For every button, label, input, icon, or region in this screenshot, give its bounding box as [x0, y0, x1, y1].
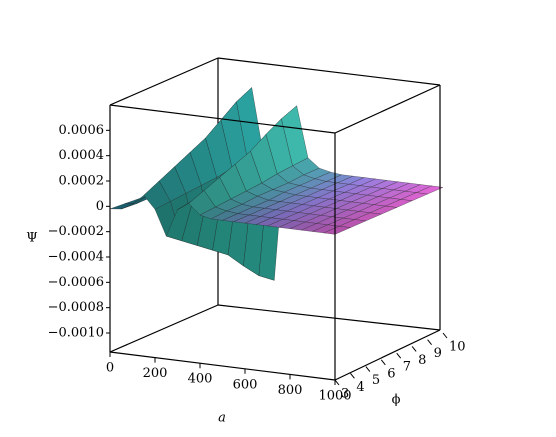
box-front [109, 84, 441, 381]
z-tick-label: 0 [96, 199, 104, 214]
z-tick-label: −0.0004 [48, 250, 104, 265]
y-tick-label: 10 [449, 340, 466, 355]
y-tick [365, 366, 371, 372]
z-axis-label: Ψ [26, 231, 37, 246]
box-edge [334, 84, 441, 134]
x-axis-label: a [218, 411, 226, 426]
y-tick-label: 6 [387, 366, 395, 381]
y-tick [396, 352, 402, 359]
x-tick-label: 600 [233, 377, 258, 392]
surface [109, 87, 444, 281]
y-tick-label: 3 [341, 387, 349, 402]
box-edge [109, 304, 219, 353]
y-tick [442, 332, 448, 339]
y-axis-label: ϕ [392, 393, 401, 408]
y-tick [334, 379, 340, 386]
x-tick-label: 800 [278, 383, 303, 398]
y-tick-label: 7 [403, 360, 411, 375]
x-tick-label: 200 [143, 366, 168, 381]
y-tick-label: 8 [418, 353, 426, 368]
box-back [109, 57, 441, 353]
x-tick-label: 1000 [318, 389, 351, 404]
z-tick-label: −0.0002 [48, 224, 104, 239]
x-tick-label: 0 [106, 361, 114, 376]
y-tick [411, 346, 417, 352]
box-edge [334, 329, 441, 381]
z-tick-label: 0.0002 [59, 174, 105, 189]
box-edge [109, 351, 336, 381]
surface-patch [323, 226, 351, 235]
z-tick-label: −0.0008 [48, 300, 104, 315]
z-tick-label: −0.0006 [48, 275, 104, 290]
box-edge [217, 304, 441, 331]
x-tick-label: 400 [188, 372, 213, 387]
z-tick-label: −0.0010 [48, 326, 104, 341]
y-tick-label: 5 [372, 373, 380, 388]
y-tick-label: 9 [434, 346, 442, 361]
box-edge [109, 104, 336, 134]
z-tick-label: 0.0004 [59, 148, 105, 163]
z-tick-label: 0.0006 [59, 123, 105, 138]
box-edge [217, 57, 441, 86]
y-tick [350, 372, 355, 379]
y-tick [427, 339, 432, 346]
box-edge [109, 57, 219, 106]
y-tick [380, 359, 386, 366]
y-tick-label: 4 [356, 380, 364, 395]
